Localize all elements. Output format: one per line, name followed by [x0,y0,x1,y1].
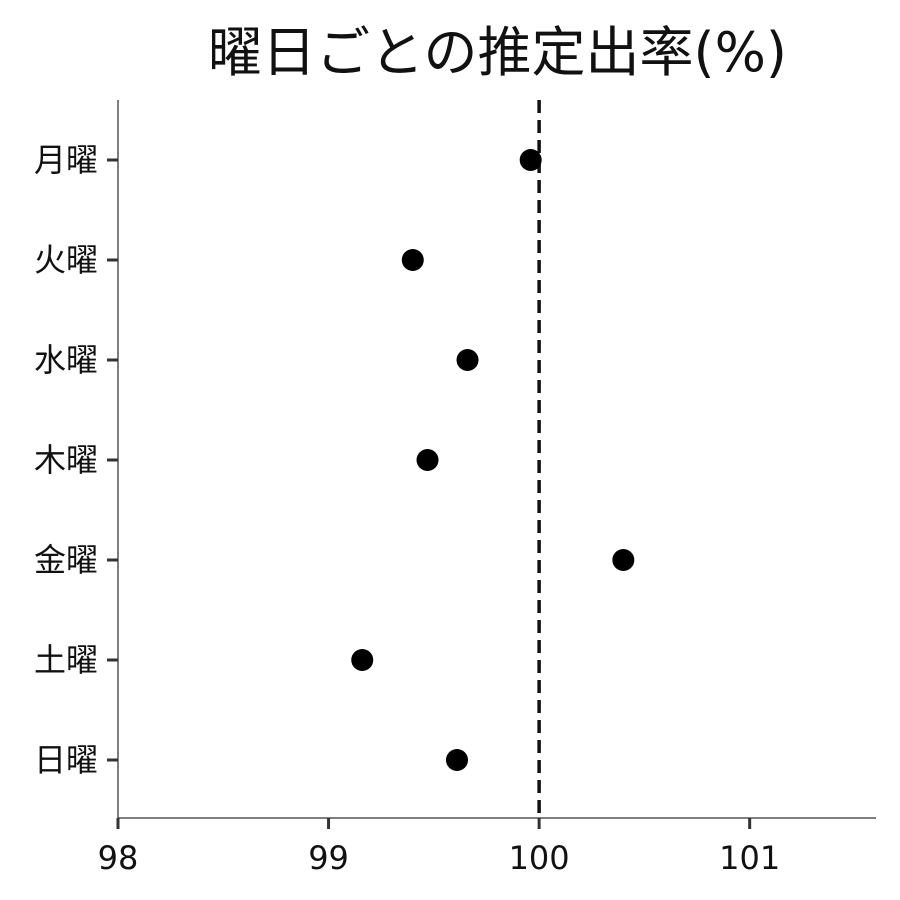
data-point [445,749,468,771]
x-ticks: 98 99 100 101 [98,818,780,877]
x-tick-label: 98 [98,839,139,877]
data-point [401,249,424,271]
axes [117,100,876,819]
y-tick-label: 土曜 [34,641,98,679]
y-tick-label: 日曜 [34,741,98,779]
y-tick-label: 月曜 [34,141,98,179]
data-point [456,349,479,371]
y-tick-label: 火曜 [34,241,98,279]
y-tick-label: 水曜 [34,341,98,379]
x-tick-label: 101 [719,839,780,877]
y-tick-label: 金曜 [34,541,98,579]
data-points [351,149,635,771]
y-tick-label: 木曜 [34,441,98,479]
chart-title: 曜日ごとの推定出率(%) [208,21,787,84]
x-tick-label: 99 [308,839,349,877]
data-point [416,449,439,471]
x-tick-label: 100 [509,839,570,877]
data-point [519,149,542,171]
data-point [612,549,635,571]
data-point [351,649,374,671]
